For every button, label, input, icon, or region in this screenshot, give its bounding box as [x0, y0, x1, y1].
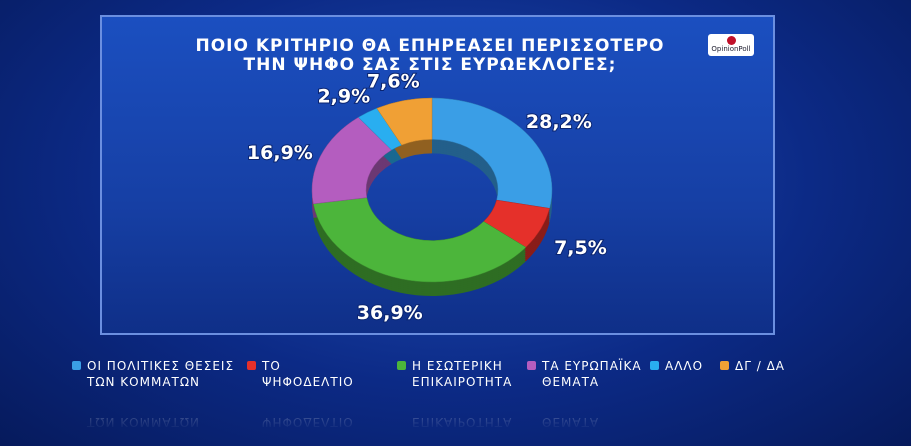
legend-item: ΑΛΛΟ: [650, 358, 755, 374]
legend-item: Η ΕΣΩΤΕΡΙΚΗ ΕΠΙΚΑΙΡΟΤΗΤΑ: [397, 358, 522, 390]
slice: [431, 97, 553, 209]
slice: [313, 197, 527, 283]
data-label: 16,9%: [247, 142, 313, 164]
legend-label: ΤΟ ΨΗΦΟΔΕΛΤΙΟ: [262, 359, 354, 389]
logo: OpinionPoll: [708, 34, 754, 56]
legend-swatch: [527, 361, 536, 370]
data-label: 36,9%: [357, 302, 423, 324]
legend-item: ΔΓ / ΔΑ: [720, 358, 825, 374]
slice: [376, 97, 433, 146]
legend-label: Η ΕΣΩΤΕΡΙΚΗ ΕΠΙΚΑΙΡΟΤΗΤΑ: [412, 359, 513, 389]
legend-label: ΔΓ / ΔΑ: [735, 359, 785, 373]
legend-label: ΟΙ ΠΟΛΙΤΙΚΕΣ ΘΕΣΕΙΣ ΤΩΝ ΚΟΜΜΑΤΩΝ: [87, 359, 235, 389]
legend-item: ΤΑ ΕΥΡΩΠΑΪΚΑ ΘΕΜΑΤΑ: [527, 358, 652, 390]
legend-swatch: [247, 361, 256, 370]
legend: ΟΙ ΠΟΛΙΤΙΚΕΣ ΘΕΣΕΙΣ ΤΩΝ ΚΟΜΜΑΤΩΝ ΤΟ ΨΗΦΟΔ…: [72, 358, 812, 398]
data-label: 7,6%: [367, 70, 420, 92]
data-label: 28,2%: [526, 111, 592, 133]
legend-item: ΟΙ ΠΟΛΙΤΙΚΕΣ ΘΕΣΕΙΣ ΤΩΝ ΚΟΜΜΑΤΩΝ: [72, 358, 237, 390]
data-label: 7,5%: [554, 237, 607, 259]
legend-swatch: [397, 361, 406, 370]
legend-label: ΑΛΛΟ: [665, 359, 704, 373]
legend-swatch: [720, 361, 729, 370]
legend-swatch: [650, 361, 659, 370]
legend-item: ΤΟ ΨΗΦΟΔΕΛΤΙΟ: [247, 358, 354, 390]
chart-title: ΠΟΙΟ ΚΡΙΤΗΡΙΟ ΘΑ ΕΠΗΡΕΑΣΕΙ ΠΕΡΙΣΣΟΤΕΡΟ Τ…: [195, 36, 665, 75]
legend-label: ΤΑ ΕΥΡΩΠΑΪΚΑ ΘΕΜΑΤΑ: [542, 359, 642, 389]
legend-swatch: [72, 361, 81, 370]
data-label: 2,9%: [317, 86, 370, 108]
